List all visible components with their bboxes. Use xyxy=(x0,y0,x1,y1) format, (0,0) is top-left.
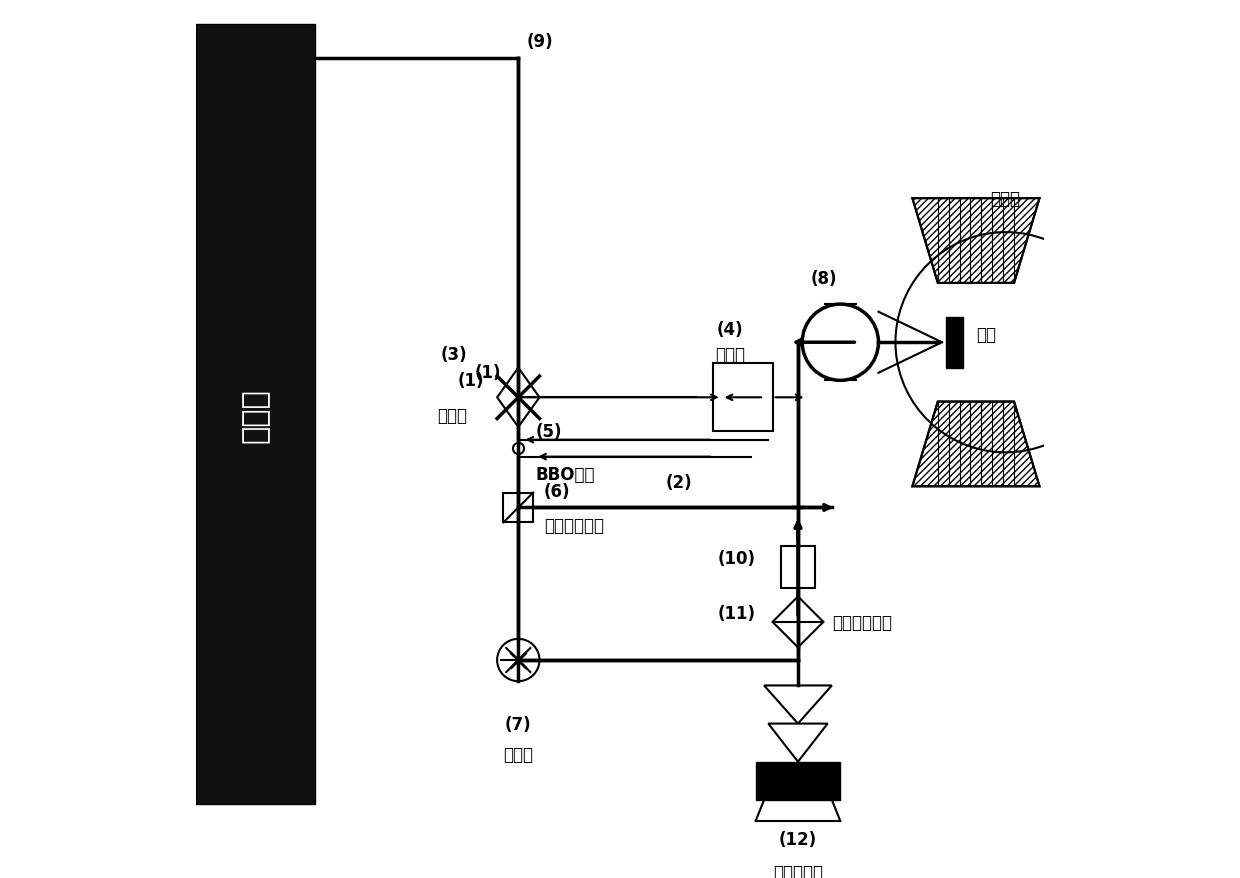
Polygon shape xyxy=(913,199,1039,284)
Text: (3): (3) xyxy=(441,346,467,364)
Text: (8): (8) xyxy=(810,270,837,288)
Text: (1): (1) xyxy=(475,363,501,381)
Text: (7): (7) xyxy=(505,716,532,733)
Bar xyxy=(781,546,815,588)
Polygon shape xyxy=(769,723,827,762)
Text: 激光器: 激光器 xyxy=(241,387,270,443)
Bar xyxy=(503,493,533,522)
Text: (9): (9) xyxy=(527,32,553,51)
Text: 电磁铁: 电磁铁 xyxy=(991,190,1021,207)
Text: (1): (1) xyxy=(458,372,485,390)
Text: 分束片: 分束片 xyxy=(438,407,467,424)
Bar xyxy=(196,25,315,804)
Text: 斩波器: 斩波器 xyxy=(503,745,533,763)
Text: (2): (2) xyxy=(666,473,693,491)
Bar xyxy=(713,364,773,432)
Text: 格兰泰勒棱镜: 格兰泰勒棱镜 xyxy=(543,516,604,535)
Polygon shape xyxy=(913,402,1039,486)
Bar xyxy=(946,318,963,368)
Text: (10): (10) xyxy=(718,550,755,568)
Text: 沃拉斯顿棱镜: 沃拉斯顿棱镜 xyxy=(832,613,892,631)
Text: 样品: 样品 xyxy=(976,326,996,343)
Polygon shape xyxy=(764,686,832,723)
Bar xyxy=(755,762,841,800)
Text: 延迟线: 延迟线 xyxy=(715,346,745,364)
Polygon shape xyxy=(773,597,823,648)
Text: (12): (12) xyxy=(779,830,817,847)
Text: BBO晶体: BBO晶体 xyxy=(536,465,595,484)
Text: (6): (6) xyxy=(543,482,570,500)
Text: (11): (11) xyxy=(718,605,755,623)
Text: (4): (4) xyxy=(717,320,744,339)
Text: (5): (5) xyxy=(536,422,562,440)
Text: 平衡探测器: 平衡探测器 xyxy=(773,863,823,878)
